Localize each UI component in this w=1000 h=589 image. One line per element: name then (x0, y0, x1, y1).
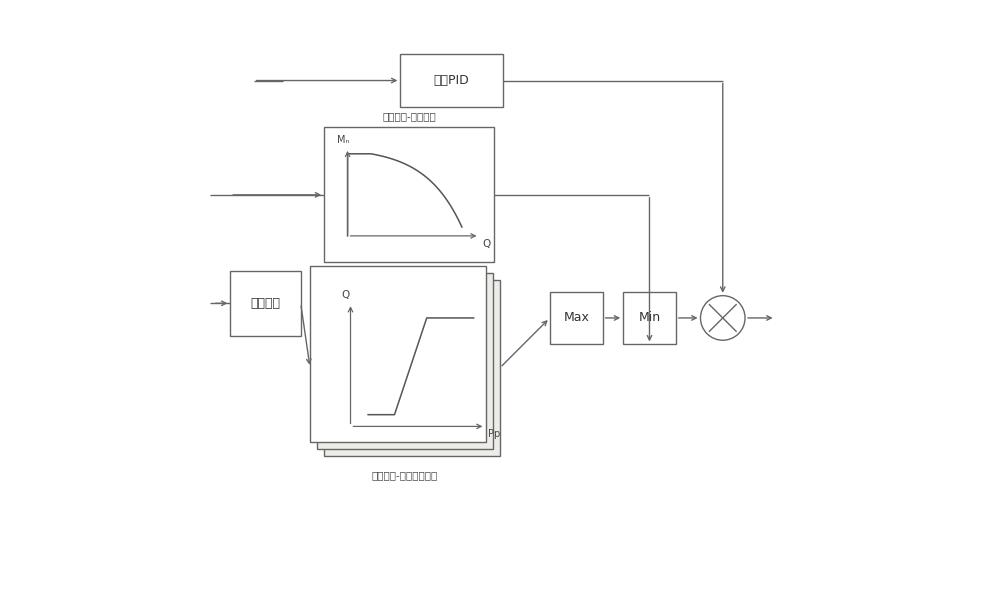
FancyBboxPatch shape (324, 280, 500, 456)
Text: Mₙ: Mₙ (337, 135, 349, 145)
Text: Pp: Pp (488, 429, 501, 439)
FancyBboxPatch shape (317, 273, 493, 449)
Text: 主泵压力-流量曲线: 主泵压力-流量曲线 (382, 111, 436, 121)
FancyBboxPatch shape (230, 271, 301, 336)
Text: Q: Q (482, 239, 491, 249)
Text: 扭矢PID: 扭矢PID (434, 74, 470, 87)
FancyBboxPatch shape (623, 292, 676, 345)
Text: Q: Q (342, 290, 350, 300)
FancyBboxPatch shape (400, 54, 503, 107)
Circle shape (700, 296, 745, 340)
Text: 先导手柄: 先导手柄 (251, 297, 281, 310)
FancyBboxPatch shape (324, 127, 494, 262)
Text: Max: Max (563, 312, 589, 325)
FancyBboxPatch shape (310, 266, 486, 442)
Text: 先导压力-需求流量曲线: 先导压力-需求流量曲线 (372, 471, 438, 481)
Text: Min: Min (638, 312, 661, 325)
FancyBboxPatch shape (550, 292, 603, 345)
